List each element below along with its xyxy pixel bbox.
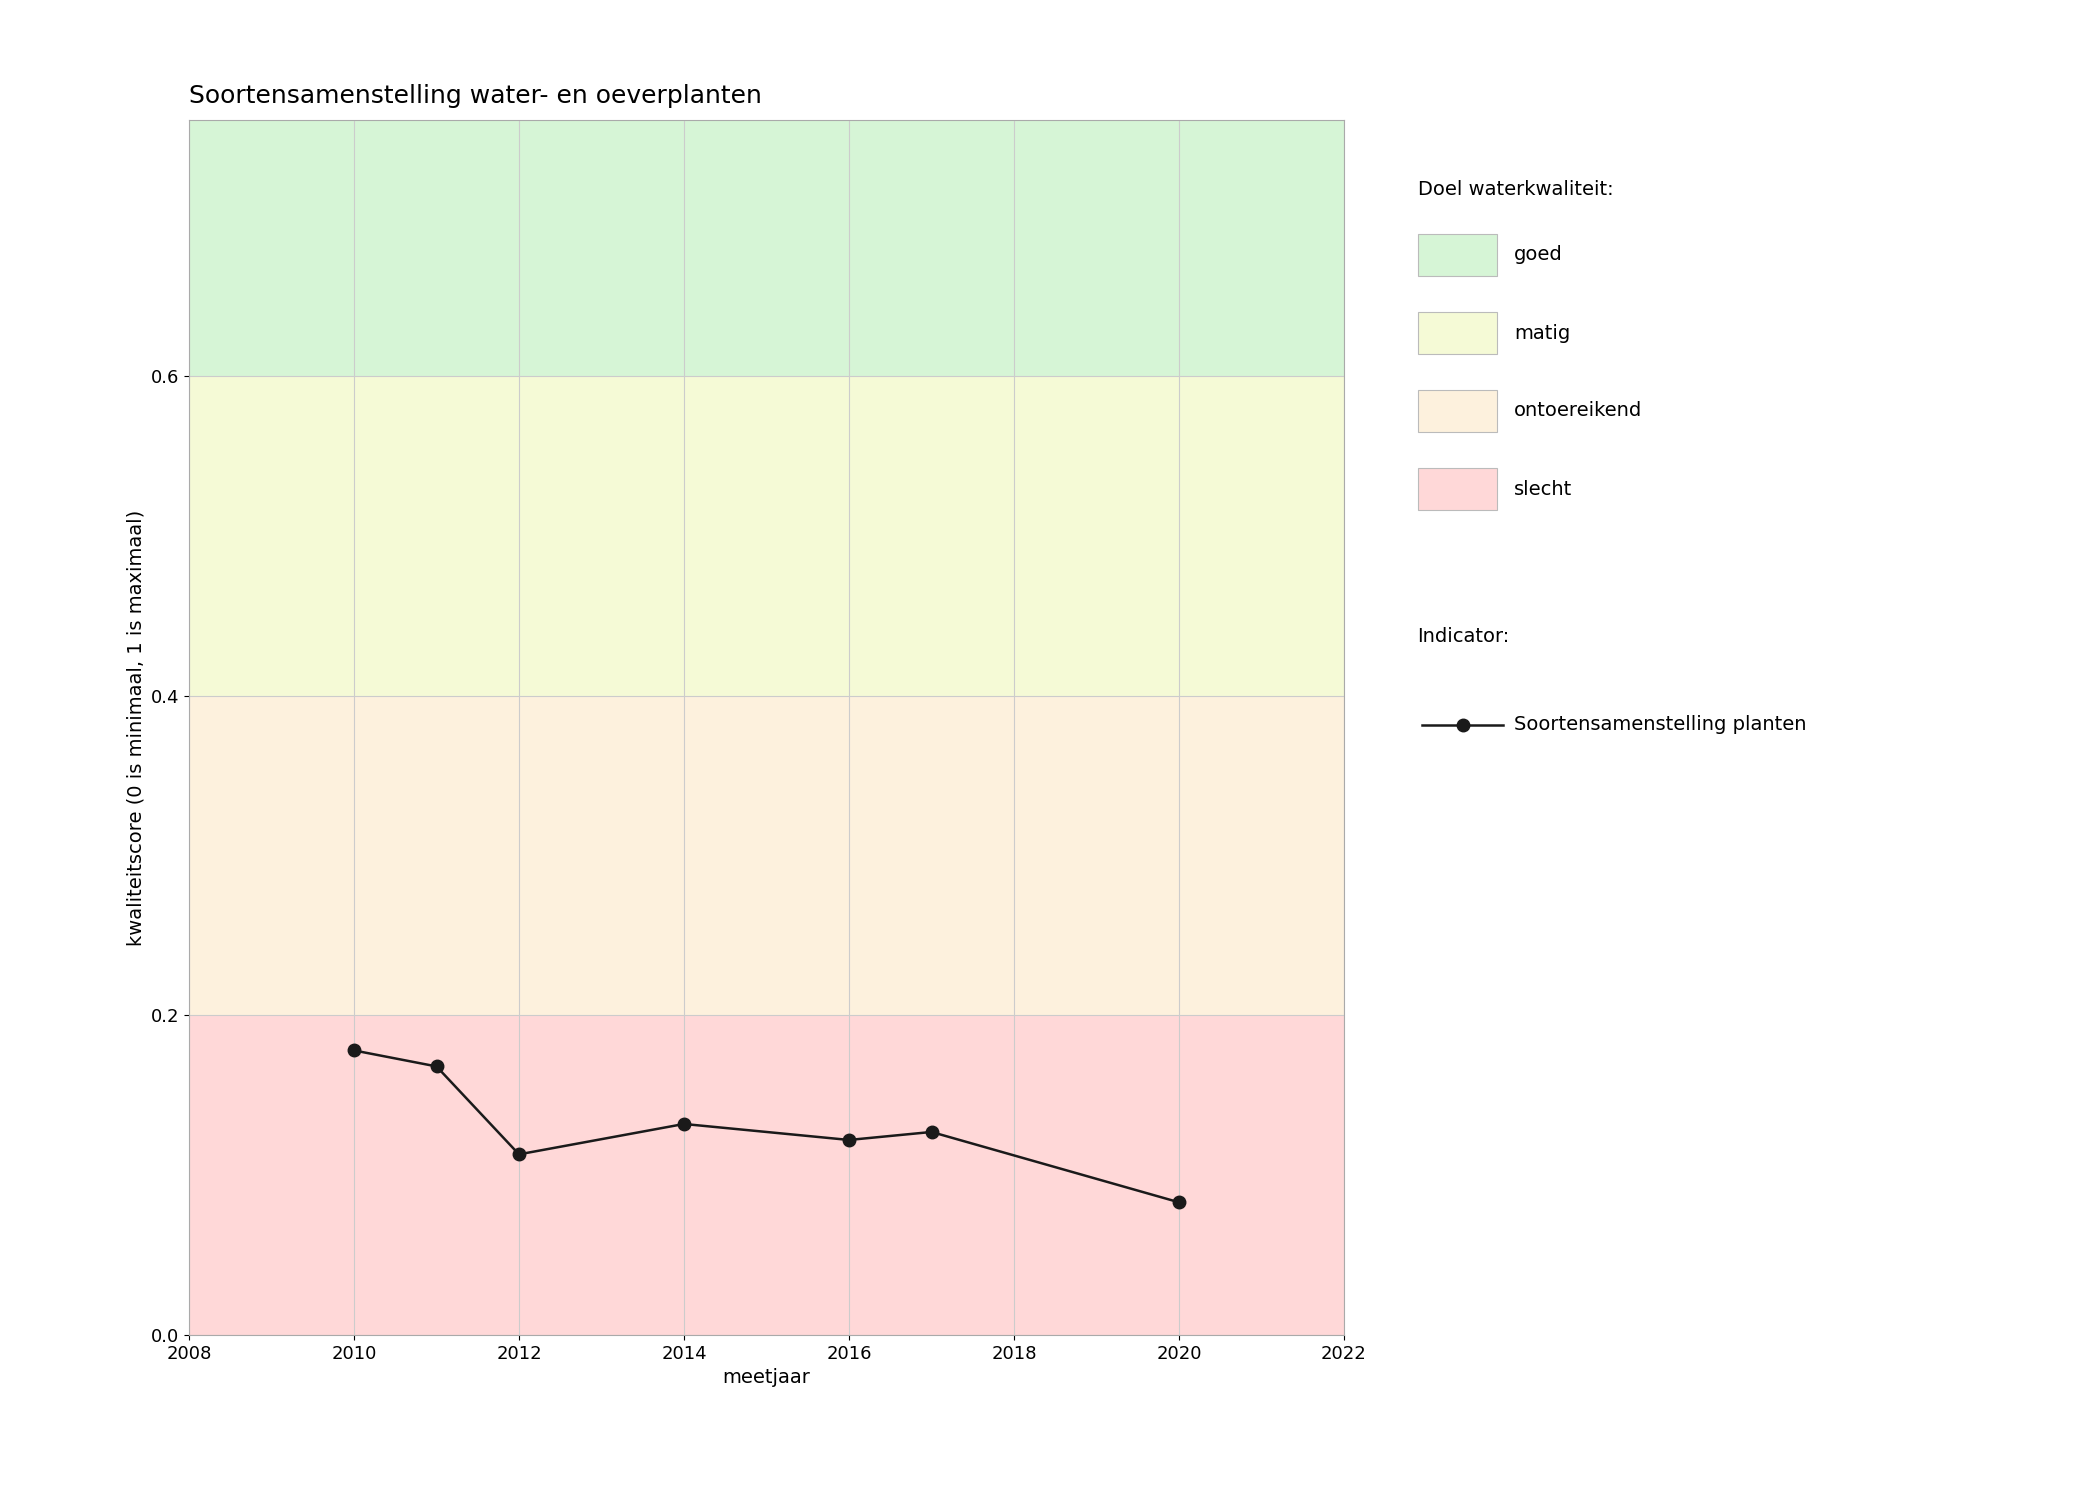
Text: slecht: slecht [1514,480,1573,498]
Text: Indicator:: Indicator: [1418,627,1510,646]
Bar [189,1016,1344,1335]
Y-axis label: kwaliteitscore (0 is minimaal, 1 is maximaal): kwaliteitscore (0 is minimaal, 1 is maxi… [126,510,145,945]
Bar [189,376,1344,696]
Bar [189,696,1344,1016]
Text: ontoereikend: ontoereikend [1514,402,1642,420]
Text: Soortensamenstelling water- en oeverplanten: Soortensamenstelling water- en oeverplan… [189,84,762,108]
Text: Doel waterkwaliteit:: Doel waterkwaliteit: [1418,180,1613,200]
X-axis label: meetjaar: meetjaar [722,1368,811,1388]
Text: matig: matig [1514,324,1571,342]
Text: Soortensamenstelling planten: Soortensamenstelling planten [1514,716,1806,734]
Text: goed: goed [1514,246,1562,264]
Bar [189,120,1344,376]
